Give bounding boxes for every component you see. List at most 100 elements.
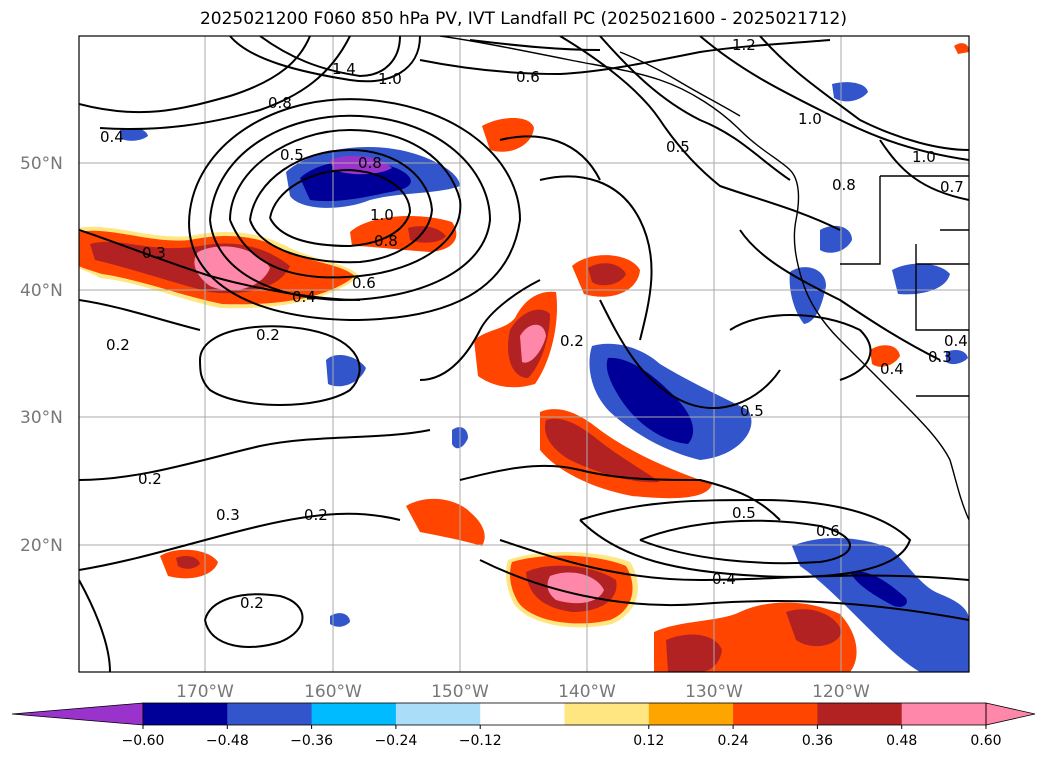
contour-label: 0.8 (268, 94, 292, 112)
positive-anomaly-region (482, 118, 534, 152)
negative-anomaly-region (892, 263, 950, 295)
contour-line (79, 579, 111, 672)
contour-label: 0.4 (100, 128, 124, 146)
contour-line (419, 279, 541, 381)
colorbar-segment (395, 703, 481, 725)
contour-line (729, 314, 872, 381)
contour-label: 0.3 (216, 506, 240, 524)
positive-anomaly-region (520, 324, 546, 363)
contour-line (499, 539, 969, 582)
contour-line (204, 593, 304, 648)
contour-line (79, 299, 201, 331)
positive-anomaly-region (954, 43, 969, 54)
contour-line (879, 139, 969, 201)
colorbar-tick-label: −0.60 (122, 733, 165, 749)
contour-line (699, 36, 969, 161)
contour-line (599, 299, 781, 409)
contour-line (599, 36, 791, 181)
contour-line (199, 325, 361, 406)
negative-anomaly-region (330, 613, 350, 627)
colorbar-tick-label: −0.36 (290, 733, 333, 749)
positive-anomaly-region (588, 263, 626, 286)
contour-label: 0.5 (666, 138, 690, 156)
colorbar-tick-label: 0.60 (970, 733, 1001, 749)
colorbar-extend-min (11, 702, 144, 726)
colorbar-segment (901, 703, 987, 725)
colorbar-segment (480, 703, 565, 725)
contour-line (269, 168, 412, 248)
contour-label: 0.2 (240, 594, 264, 612)
contour-label: 0.2 (304, 506, 328, 524)
figure-title: 2025021200 F060 850 hPa PV, IVT Landfall… (199, 9, 847, 29)
contour-label: 1.2 (732, 36, 756, 54)
positive-anomaly-region (176, 556, 200, 569)
positive-anomaly-region (666, 634, 722, 672)
lat-label: 20°N (20, 536, 63, 556)
negative-anomaly-region (820, 225, 852, 253)
contour-label: 0.8 (374, 232, 398, 250)
contour-label: 0.2 (138, 470, 162, 488)
contour-labels: 1.4 1.0 0.8 0.4 0.6 1.2 0.5 0.8 1.0 0.8 … (100, 36, 968, 612)
positive-anomaly-region (350, 216, 457, 252)
contour-label: 0.5 (740, 402, 764, 420)
contour-label: 0.8 (832, 176, 856, 194)
contour-line (559, 36, 841, 231)
contour-line (79, 429, 431, 481)
contour-label: 0.2 (106, 336, 130, 354)
positive-anomaly-region (870, 345, 900, 367)
negative-anomaly-region (832, 82, 868, 102)
colorbar-segment (143, 703, 228, 725)
contour-label: 0.7 (940, 178, 964, 196)
lat-label: 40°N (20, 281, 63, 301)
lon-label: 150°W (431, 682, 489, 702)
contour-label: 0.3 (928, 348, 952, 366)
colorbar-segment (817, 703, 903, 725)
contour-line (229, 36, 421, 83)
contour-line (419, 39, 831, 76)
colorbar-tick-label: 0.24 (718, 733, 749, 749)
contour-line (99, 36, 351, 131)
colorbar-tick-label: 0.48 (886, 733, 917, 749)
negative-anomaly-region (326, 354, 366, 387)
contour-line (229, 128, 462, 279)
contour-label: 0.5 (732, 504, 756, 522)
colorbar-tick-label: −0.24 (374, 733, 417, 749)
contour-label: 0.3 (142, 244, 166, 262)
plot-frame (78, 35, 970, 673)
colorbar-segment (227, 703, 313, 725)
lat-label: 50°N (20, 154, 63, 174)
contour-label: 1.0 (378, 70, 402, 88)
contour-line (539, 175, 653, 341)
contour-line (759, 36, 969, 151)
lon-label: 130°W (685, 682, 743, 702)
negative-anomaly-region (946, 350, 968, 365)
coastline (840, 176, 881, 265)
shaded-field (79, 43, 969, 672)
latitude-labels: 50°N 40°N 30°N 20°N (20, 154, 63, 556)
contour-line (739, 229, 941, 361)
coastlines (439, 36, 969, 521)
colorbar-tick-label: 0.12 (633, 733, 664, 749)
contour-line (79, 229, 361, 301)
negative-anomaly-region (792, 537, 969, 672)
contour-label: 0.4 (944, 332, 968, 350)
contour-line (79, 36, 311, 114)
contour-label: 0.4 (880, 360, 904, 378)
colorbar-tick-label: −0.48 (206, 733, 249, 749)
contour-line (188, 98, 522, 322)
coastline (619, 51, 741, 117)
positive-anomaly-region (786, 609, 842, 647)
contour-label: 0.4 (292, 288, 316, 306)
colorbar-tick-label: −0.12 (459, 733, 502, 749)
longitude-labels: 170°W 160°W 150°W 140°W 130°W 120°W (176, 682, 870, 702)
positive-anomaly-region (547, 572, 604, 604)
coastline (915, 244, 969, 331)
contour-label: 1.4 (332, 60, 356, 78)
colorbar-segment (733, 703, 818, 725)
lon-label: 120°W (812, 682, 870, 702)
negative-anomaly-region (850, 571, 907, 607)
positive-anomaly-region (545, 418, 660, 483)
contour-line (259, 36, 401, 78)
contour-label: 0.6 (352, 274, 376, 292)
